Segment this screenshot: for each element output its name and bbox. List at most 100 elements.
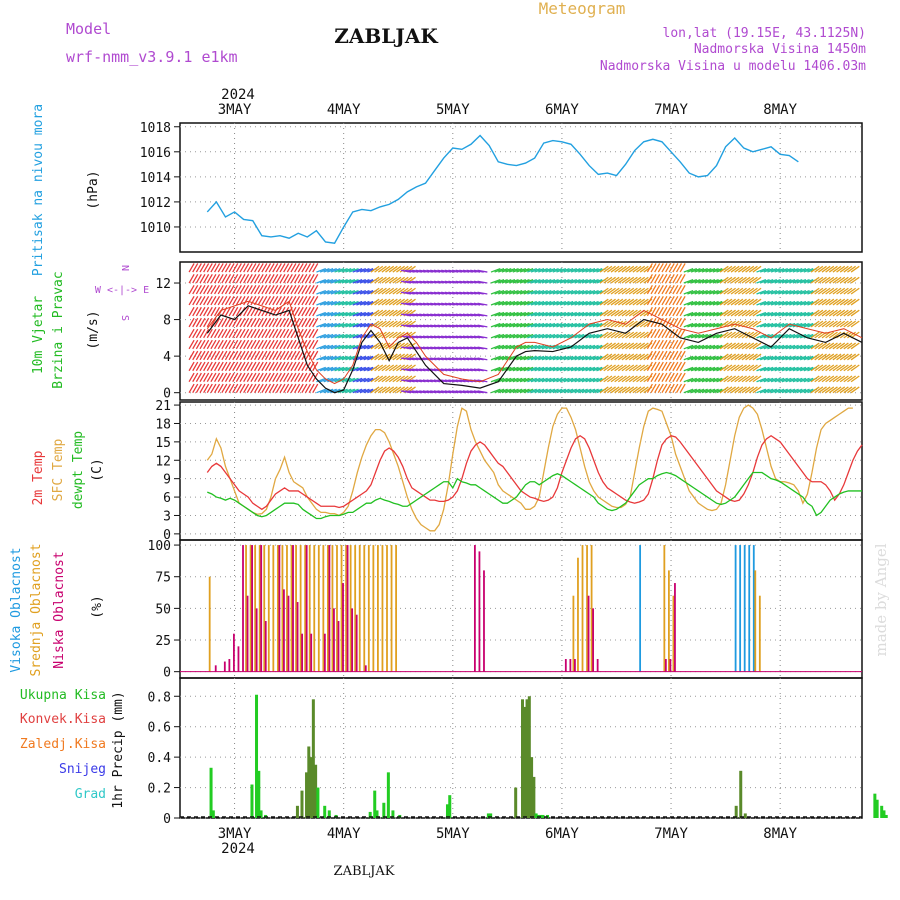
legend-hail: Grad <box>75 787 106 802</box>
wind-barb <box>759 278 770 284</box>
wind-barb <box>192 285 199 295</box>
low-cloud-bar <box>255 608 258 672</box>
wind-barb <box>610 309 620 317</box>
wind-barb <box>592 268 603 273</box>
wind-barb <box>374 265 384 273</box>
wind-barb <box>319 366 330 372</box>
wind-barb <box>646 317 653 328</box>
precip-ytick-label: 0.8 <box>148 690 171 705</box>
wind-barb <box>625 386 635 394</box>
wind-barb <box>399 298 409 306</box>
precip-bar <box>489 813 493 818</box>
wind-barb <box>687 366 698 372</box>
wind-barb <box>330 289 341 295</box>
wind-barb <box>316 344 327 350</box>
wind-barb <box>770 278 781 284</box>
wind-barb <box>785 344 796 350</box>
precip-bar <box>209 767 213 818</box>
wind-barb <box>668 328 675 339</box>
wind-barb <box>665 263 672 273</box>
wind-barb <box>712 355 723 361</box>
wind-barb <box>257 285 264 295</box>
wind-barb <box>628 287 638 295</box>
wind-barb <box>843 309 853 317</box>
wind-barb <box>574 333 585 339</box>
low-cloud-bar <box>228 659 231 672</box>
low-cloud-bar <box>328 545 331 672</box>
wind-barb <box>370 309 380 317</box>
wind-barb <box>363 388 374 394</box>
wind-barb <box>661 285 668 295</box>
wind-barb <box>206 263 213 273</box>
wind-barb <box>709 311 719 317</box>
wind-barb <box>508 333 519 339</box>
wind-barb <box>552 278 563 284</box>
wind-barb <box>264 328 272 339</box>
wind-barb <box>588 268 599 273</box>
wind-barb <box>301 372 308 383</box>
wind-barb <box>836 342 846 350</box>
wind-barb <box>505 344 516 350</box>
wind-barb <box>832 309 842 317</box>
wind-barb <box>636 386 646 394</box>
wind-barb <box>752 287 762 295</box>
wind-barb <box>774 322 785 328</box>
compass-line1: W <-|-> E <box>95 285 149 296</box>
wind-barb <box>698 322 708 328</box>
wind-barb <box>756 289 767 295</box>
wind-barb <box>839 364 849 372</box>
wind-barb <box>727 386 736 394</box>
wind-barb <box>785 355 796 361</box>
wind-barb <box>552 333 563 339</box>
wind-barb <box>534 388 545 394</box>
precip-bar <box>255 694 259 818</box>
low-cloud-bar <box>674 583 676 672</box>
mid-cloud-bar <box>663 545 666 672</box>
wind-barb <box>839 265 849 273</box>
wind-barb <box>297 285 304 295</box>
wind-barb <box>217 263 224 273</box>
wind-barb <box>246 263 253 273</box>
wind-barb <box>345 278 356 284</box>
wind-barb <box>243 350 250 361</box>
wind-barb <box>548 322 559 328</box>
wind-barb <box>607 287 616 295</box>
wind-barb <box>538 377 548 383</box>
wind-barb <box>264 295 272 306</box>
wind-barb <box>294 285 301 295</box>
wind-barb <box>741 342 751 350</box>
wind-barb <box>756 268 767 273</box>
wind-barb <box>767 377 778 383</box>
wind-barb <box>374 309 384 317</box>
wind-barb <box>774 366 785 372</box>
wind-barb <box>665 339 672 350</box>
wind-barb <box>748 276 758 284</box>
mid-cloud-bar <box>299 545 302 672</box>
wind-barb <box>832 298 842 306</box>
wind-barb <box>377 364 387 372</box>
wind-barb <box>286 350 293 361</box>
precip-bar <box>532 776 536 818</box>
wind-barb <box>505 311 516 317</box>
wind-barb <box>512 278 523 284</box>
wind-barb <box>301 263 308 273</box>
panels-layer: 3MAY3MAY4MAY4MAY5MAY5MAY6MAY6MAY7MAY7MAY… <box>140 102 888 842</box>
wind-barb <box>210 274 217 284</box>
wind-barb <box>599 265 609 273</box>
wind-barb <box>221 295 228 306</box>
wind-barb <box>232 328 239 339</box>
wind-barb <box>338 322 348 328</box>
pressure-ytick-label: 1010 <box>140 221 171 236</box>
wind-barb <box>359 300 370 306</box>
low-cloud-bar <box>592 608 594 672</box>
wind-barb <box>621 265 631 273</box>
precip-bar <box>327 810 331 818</box>
wind-ytick-label: 12 <box>155 277 171 292</box>
low-cloud-bar <box>569 659 572 672</box>
wind-barb <box>527 268 537 273</box>
wind-barb <box>352 300 363 306</box>
wind-barb <box>203 285 210 295</box>
wind-barb <box>810 331 820 339</box>
wind-barb <box>188 285 195 295</box>
wind-barb <box>687 278 698 284</box>
